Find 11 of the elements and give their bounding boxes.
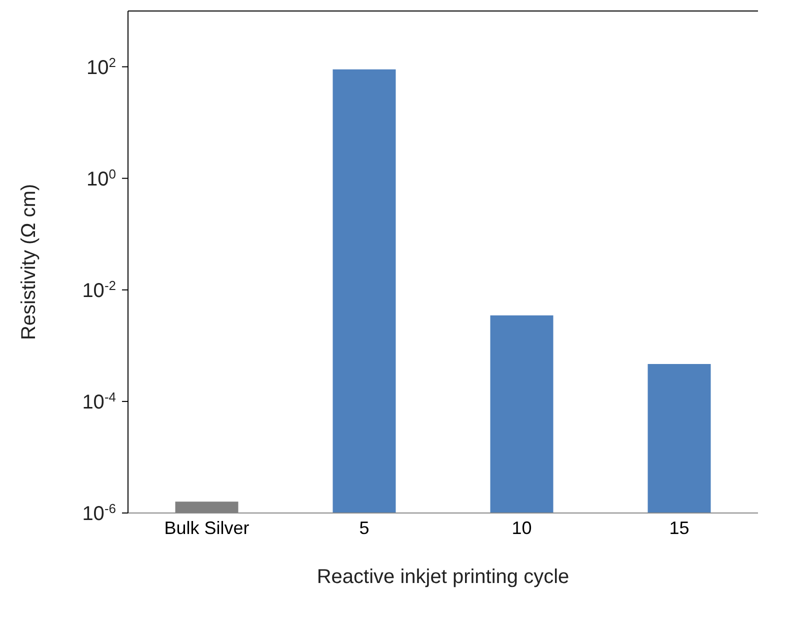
y-tick-label: 10$^{0}$ (86, 166, 116, 190)
y-tick-label: 10$^{2}$ (86, 54, 116, 79)
x-tick-label: 5 (359, 518, 370, 538)
x-tick-label: 15 (669, 518, 690, 538)
y-axis-title: Resistivity (Ω cm) (18, 184, 40, 340)
x-axis-title: Reactive inkjet printing cycle (316, 566, 570, 588)
y-tick-label: 10$^{-2}$ (82, 277, 116, 302)
x-tick-label: 10 (512, 518, 532, 538)
y-tick-label: 10$^{-6}$ (82, 500, 116, 525)
x-tick-label: Bulk Silver (164, 518, 250, 538)
y-tick-label: 10$^{-4}$ (82, 388, 116, 414)
